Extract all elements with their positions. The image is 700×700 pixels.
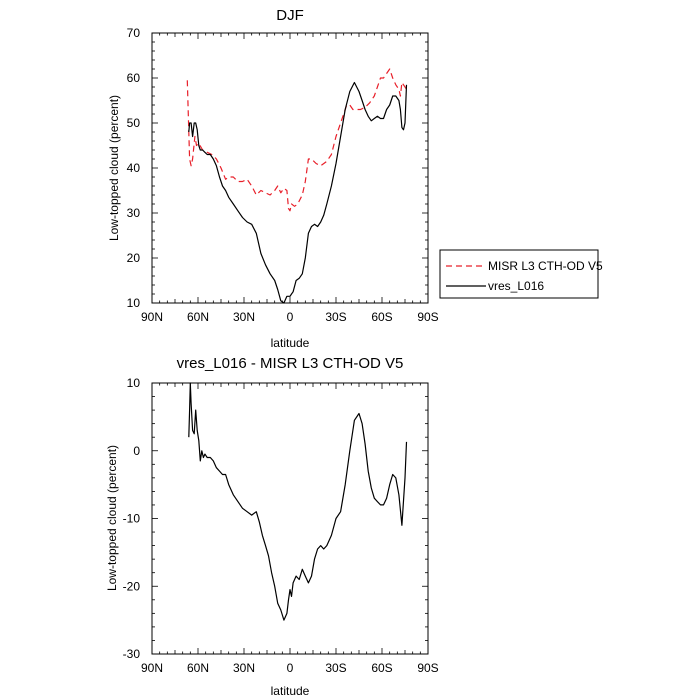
y-tick-label: 60 [127, 71, 141, 85]
series-line-0 [186, 68, 408, 212]
y-axis-label: Low-topped cloud (percent) [107, 95, 121, 241]
x-tick-label: 60S [371, 310, 392, 324]
x-tick-label: 0 [287, 310, 294, 324]
y-tick-label: 10 [127, 376, 141, 390]
x-tick-label: 90S [417, 310, 438, 324]
y-tick-label: 0 [133, 444, 140, 458]
y-tick-label: -20 [123, 579, 141, 593]
y-tick-label: 20 [127, 251, 141, 265]
plot-area: 90N 60N 30N 0 30S 60S 90S 10 20 30 40 50 60 70 [127, 26, 439, 324]
y-tick-label: -30 [123, 647, 141, 661]
y-tick-label: 70 [127, 26, 141, 40]
x-axis-label: latitude [271, 684, 310, 698]
panel-difference: vres_L016 - MISR L3 CTH-OD V5 Low-topped… [105, 355, 439, 698]
y-tick-label: 40 [127, 161, 141, 175]
chart-title: DJF [276, 7, 304, 24]
legend-box [439, 249, 599, 299]
x-tick-label: 60S [371, 661, 392, 675]
x-tick-label: 0 [287, 661, 294, 675]
x-tick-label: 30S [325, 661, 346, 675]
chart-title: vres_L016 - MISR L3 CTH-OD V5 [177, 355, 404, 372]
series-line-1 [188, 81, 408, 304]
x-tick-label: 60N [187, 310, 209, 324]
plot-frame [151, 382, 429, 655]
y-axis-label: Low-topped cloud (percent) [105, 445, 119, 591]
legend: MISR L3 CTH-OD V5 vres_L016 [439, 249, 603, 299]
y-tick-label: 30 [127, 206, 141, 220]
x-axis-label: latitude [271, 336, 310, 350]
legend-entry-misr: MISR L3 CTH-OD V5 [488, 259, 603, 273]
panel-djf: DJF Low-topped cloud (percent) latitude … [107, 7, 439, 350]
x-tick-label: 90N [141, 661, 163, 675]
y-tick-label: 50 [127, 116, 141, 130]
y-tick-label: -10 [123, 512, 141, 526]
series-line-0 [188, 382, 408, 621]
legend-entry-vres: vres_L016 [488, 279, 544, 293]
x-tick-label: 60N [187, 661, 209, 675]
x-tick-label: 30N [233, 661, 255, 675]
x-tick-label: 90N [141, 310, 163, 324]
y-tick-label: 10 [127, 296, 141, 310]
plot-area: 90N 60N 30N 0 30S 60S 90S -30 -20 -10 0 10 [123, 376, 439, 675]
x-tick-label: 30S [325, 310, 346, 324]
x-tick-label: 30N [233, 310, 255, 324]
x-tick-label: 90S [417, 661, 438, 675]
